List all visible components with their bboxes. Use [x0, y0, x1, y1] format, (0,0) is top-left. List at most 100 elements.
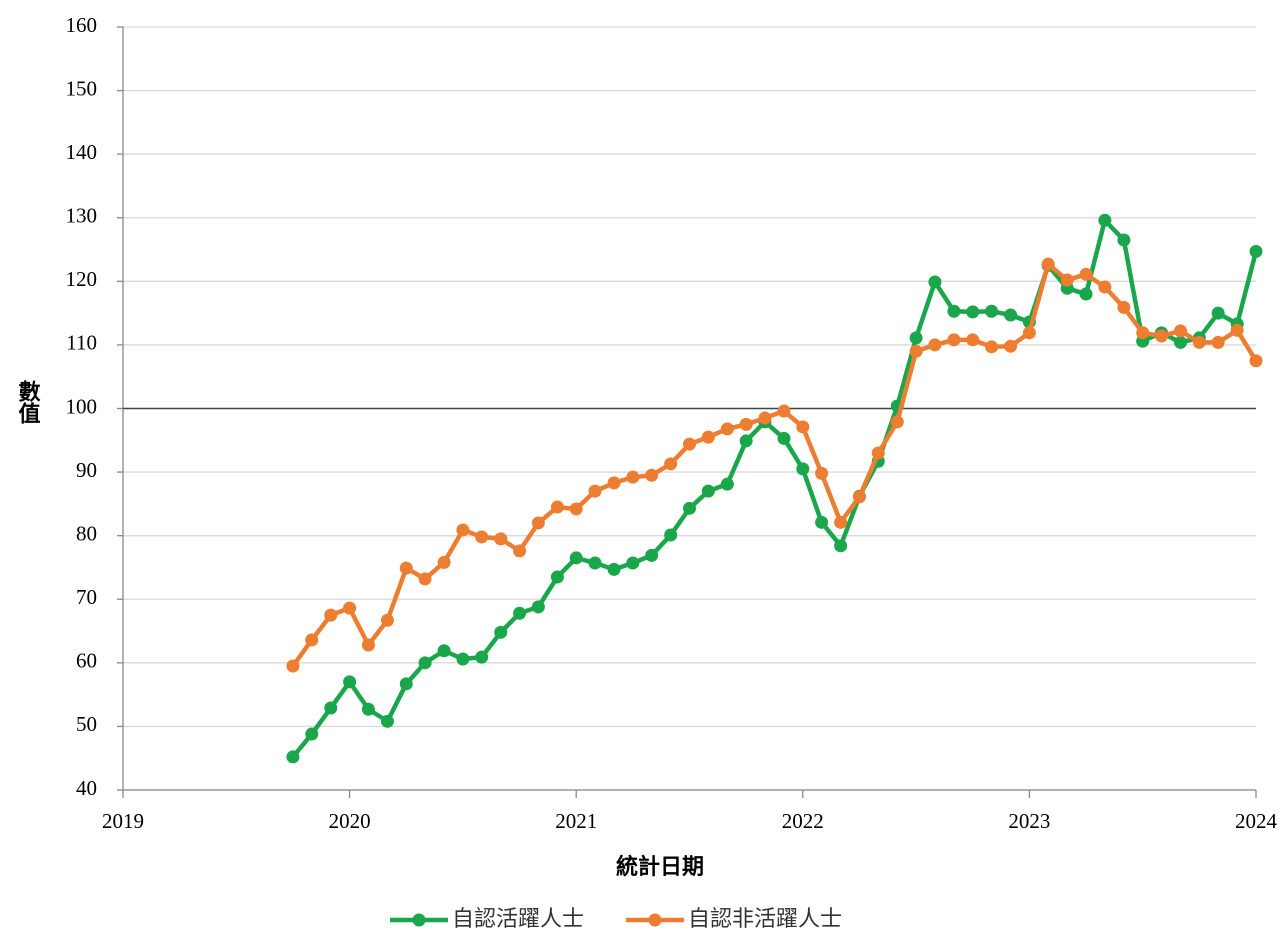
data-point: [418, 656, 432, 670]
data-point: [758, 411, 772, 425]
y-tick-label: 150: [66, 76, 98, 100]
data-point: [626, 470, 640, 484]
x-axis-label: 統計日期: [616, 854, 704, 880]
y-tick-label: 160: [66, 13, 98, 37]
y-tick-label: 80: [76, 521, 97, 545]
data-point: [985, 304, 999, 318]
data-point: [1174, 324, 1188, 338]
data-point: [399, 561, 413, 575]
x-tick-label: 2019: [102, 809, 144, 833]
data-point: [909, 344, 923, 358]
series-line: [291, 261, 1258, 668]
data-point: [664, 457, 678, 471]
data-point: [399, 677, 413, 691]
data-point: [494, 625, 508, 639]
legend-label: 自認非活躍人士: [688, 907, 842, 932]
data-point: [456, 652, 470, 666]
data-point: [947, 333, 961, 347]
y-tick-label: 120: [66, 267, 98, 291]
data-point: [947, 304, 961, 318]
data-point: [1117, 233, 1131, 247]
data-point: [796, 462, 810, 476]
data-point: [380, 613, 394, 627]
data-point: [1098, 280, 1112, 294]
data-point: [286, 750, 300, 764]
data-point: [305, 633, 319, 647]
data-point: [1022, 326, 1036, 340]
data-point: [985, 340, 999, 354]
y-tick-label: 40: [76, 776, 97, 800]
data-point: [739, 434, 753, 448]
data-point: [531, 600, 545, 614]
y-tick-label: 50: [76, 712, 97, 736]
data-point: [1249, 354, 1263, 368]
data-point: [966, 305, 980, 319]
data-point: [305, 727, 319, 741]
data-point: [777, 431, 791, 445]
x-tick-label: 2022: [782, 809, 824, 833]
x-tick-label: 2024: [1235, 809, 1278, 833]
data-point: [966, 333, 980, 347]
data-point: [550, 500, 564, 514]
data-point: [739, 417, 753, 431]
data-point: [1211, 306, 1225, 320]
data-point: [1174, 335, 1188, 349]
data-point: [1004, 339, 1018, 353]
data-point: [550, 570, 564, 584]
data-point: [701, 484, 715, 498]
y-tick-label: 130: [66, 204, 98, 228]
data-point: [720, 477, 734, 491]
data-point: [796, 420, 810, 434]
data-point: [361, 702, 375, 716]
data-point: [1060, 273, 1074, 287]
data-point: [607, 562, 621, 576]
data-point: [1230, 323, 1244, 337]
data-point: [1249, 244, 1263, 258]
data-point: [513, 544, 527, 558]
data-point: [437, 644, 451, 658]
data-point: [645, 468, 659, 482]
data-point: [324, 701, 338, 715]
x-tick-label: 2023: [1008, 809, 1050, 833]
data-point: [569, 551, 583, 565]
data-point: [456, 523, 470, 537]
y-tick-label: 140: [66, 140, 98, 164]
y-tick-label: 100: [66, 394, 98, 418]
data-point: [494, 532, 508, 546]
data-point: [380, 714, 394, 728]
data-point: [343, 601, 357, 615]
data-point: [475, 650, 489, 664]
series-line: [291, 218, 1259, 759]
y-tick-label: 90: [76, 458, 97, 482]
x-tick-label: 2020: [329, 809, 371, 833]
y-tick-label: 60: [76, 649, 97, 673]
data-point: [569, 502, 583, 516]
data-point: [1117, 300, 1131, 314]
data-point: [777, 404, 791, 418]
data-point: [890, 415, 904, 429]
data-point: [1004, 308, 1018, 322]
legend-label: 自認活躍人士: [452, 907, 584, 932]
data-point: [871, 446, 885, 460]
data-point: [475, 530, 489, 544]
legend-marker: [412, 913, 426, 927]
data-point: [437, 555, 451, 569]
y-axis-label: 數值: [15, 380, 41, 425]
data-point: [834, 539, 848, 553]
data-point: [928, 338, 942, 352]
x-tick-label: 2021: [555, 809, 597, 833]
data-point: [588, 484, 602, 498]
data-point: [645, 548, 659, 562]
legend-marker: [648, 913, 662, 927]
data-point: [815, 466, 829, 480]
data-point: [683, 437, 696, 451]
data-point: [531, 516, 545, 530]
data-point: [361, 638, 375, 652]
data-point: [720, 422, 734, 436]
data-point: [1192, 335, 1206, 349]
data-point: [1136, 326, 1150, 340]
data-point: [1211, 335, 1225, 349]
data-point: [815, 515, 829, 529]
data-point: [1098, 213, 1112, 227]
